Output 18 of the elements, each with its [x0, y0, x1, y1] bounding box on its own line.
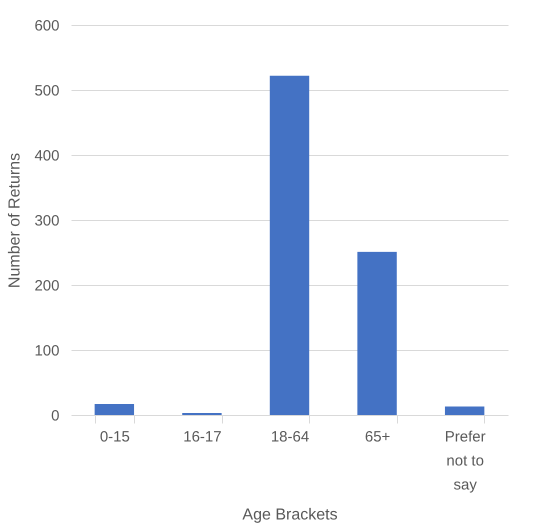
bar	[444, 406, 484, 415]
bar	[357, 252, 397, 415]
bar	[94, 404, 134, 415]
y-tick-label: 500	[34, 82, 60, 100]
x-tick-label: 18-64	[270, 428, 310, 446]
x-tick-label: 0-15	[100, 428, 130, 446]
x-axis-title: Age Brackets	[242, 506, 338, 524]
x-tick-label: 16-17	[183, 428, 222, 446]
y-tick-label: 400	[34, 148, 60, 164]
bar	[270, 76, 310, 415]
y-tick-label: 100	[34, 342, 60, 360]
x-tick-label: Prefer not to say	[444, 428, 486, 494]
y-tick-label: 200	[34, 278, 60, 294]
x-tick-label: 65+	[364, 428, 391, 446]
y-axis-title: Number of Returns	[6, 152, 24, 288]
y-tick-label: 300	[34, 212, 60, 230]
y-tick-label: 0	[51, 408, 60, 424]
y-tick-label: 600	[34, 18, 60, 34]
